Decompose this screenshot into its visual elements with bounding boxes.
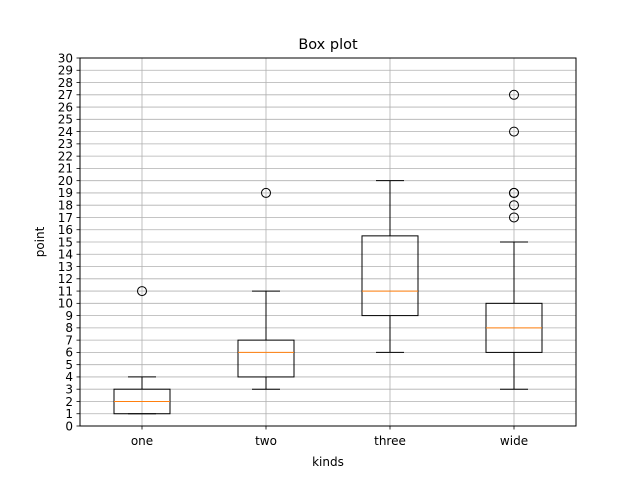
y-tick-label: 18 (58, 199, 73, 213)
box-body (361, 235, 419, 317)
box-two (237, 187, 295, 390)
y-tick-label: 1 (65, 407, 73, 421)
x-axis-title: kinds (312, 455, 344, 469)
y-tick-label: 27 (58, 88, 73, 102)
x-tick-label: wide (500, 434, 528, 448)
x-axis: one two three wide (131, 426, 528, 448)
chart-title: Box plot (298, 37, 358, 53)
outlier-point (509, 89, 519, 100)
y-tick-label: 8 (65, 321, 73, 335)
outlier-point (137, 286, 147, 297)
y-tick-label: 24 (58, 125, 73, 139)
y-tick-label: 22 (58, 149, 73, 163)
box-body (237, 339, 295, 378)
y-tick-label: 26 (58, 100, 73, 114)
plot-area (113, 89, 543, 415)
y-axis-title: point (33, 226, 47, 257)
y-tick-label: 15 (58, 235, 73, 249)
y-tick-label: 25 (58, 113, 73, 127)
x-tick-label: two (255, 434, 277, 448)
outlier-point (509, 187, 519, 198)
y-tick-label: 4 (65, 370, 73, 384)
y-tick-label: 29 (58, 64, 73, 78)
y-tick-label: 30 (58, 51, 73, 65)
outlier-point (509, 126, 519, 137)
y-tick-label: 6 (65, 346, 73, 360)
y-tick-label: 2 (65, 395, 73, 409)
y-tick-label: 14 (58, 248, 73, 262)
outlier-point (509, 200, 519, 211)
y-tick-label: 21 (58, 162, 73, 176)
y-tick-label: 19 (58, 186, 73, 200)
y-tick-label: 5 (65, 358, 73, 372)
x-tick-label: one (131, 434, 153, 448)
y-tick-label: 23 (58, 137, 73, 151)
y-tick-label: 16 (58, 223, 73, 237)
y-tick-label: 11 (58, 284, 73, 298)
y-tick-label: 12 (58, 272, 73, 286)
box-one (113, 286, 171, 415)
y-tick-label: 0 (65, 419, 73, 433)
grid (80, 57, 576, 427)
y-tick-label: 28 (58, 76, 73, 90)
y-tick-label: 9 (65, 309, 73, 323)
y-axis: 0123456789101112131415161718192021222324… (58, 51, 80, 433)
outlier-point (509, 212, 519, 223)
box-three (361, 180, 419, 353)
y-tick-label: 17 (58, 211, 73, 225)
y-tick-label: 20 (58, 174, 73, 188)
y-tick-label: 7 (65, 333, 73, 347)
y-tick-label: 13 (58, 260, 73, 274)
y-tick-label: 10 (58, 297, 73, 311)
outlier-point (261, 187, 271, 198)
box-wide (485, 89, 543, 390)
y-tick-label: 3 (65, 383, 73, 397)
x-tick-label: three (374, 434, 406, 448)
